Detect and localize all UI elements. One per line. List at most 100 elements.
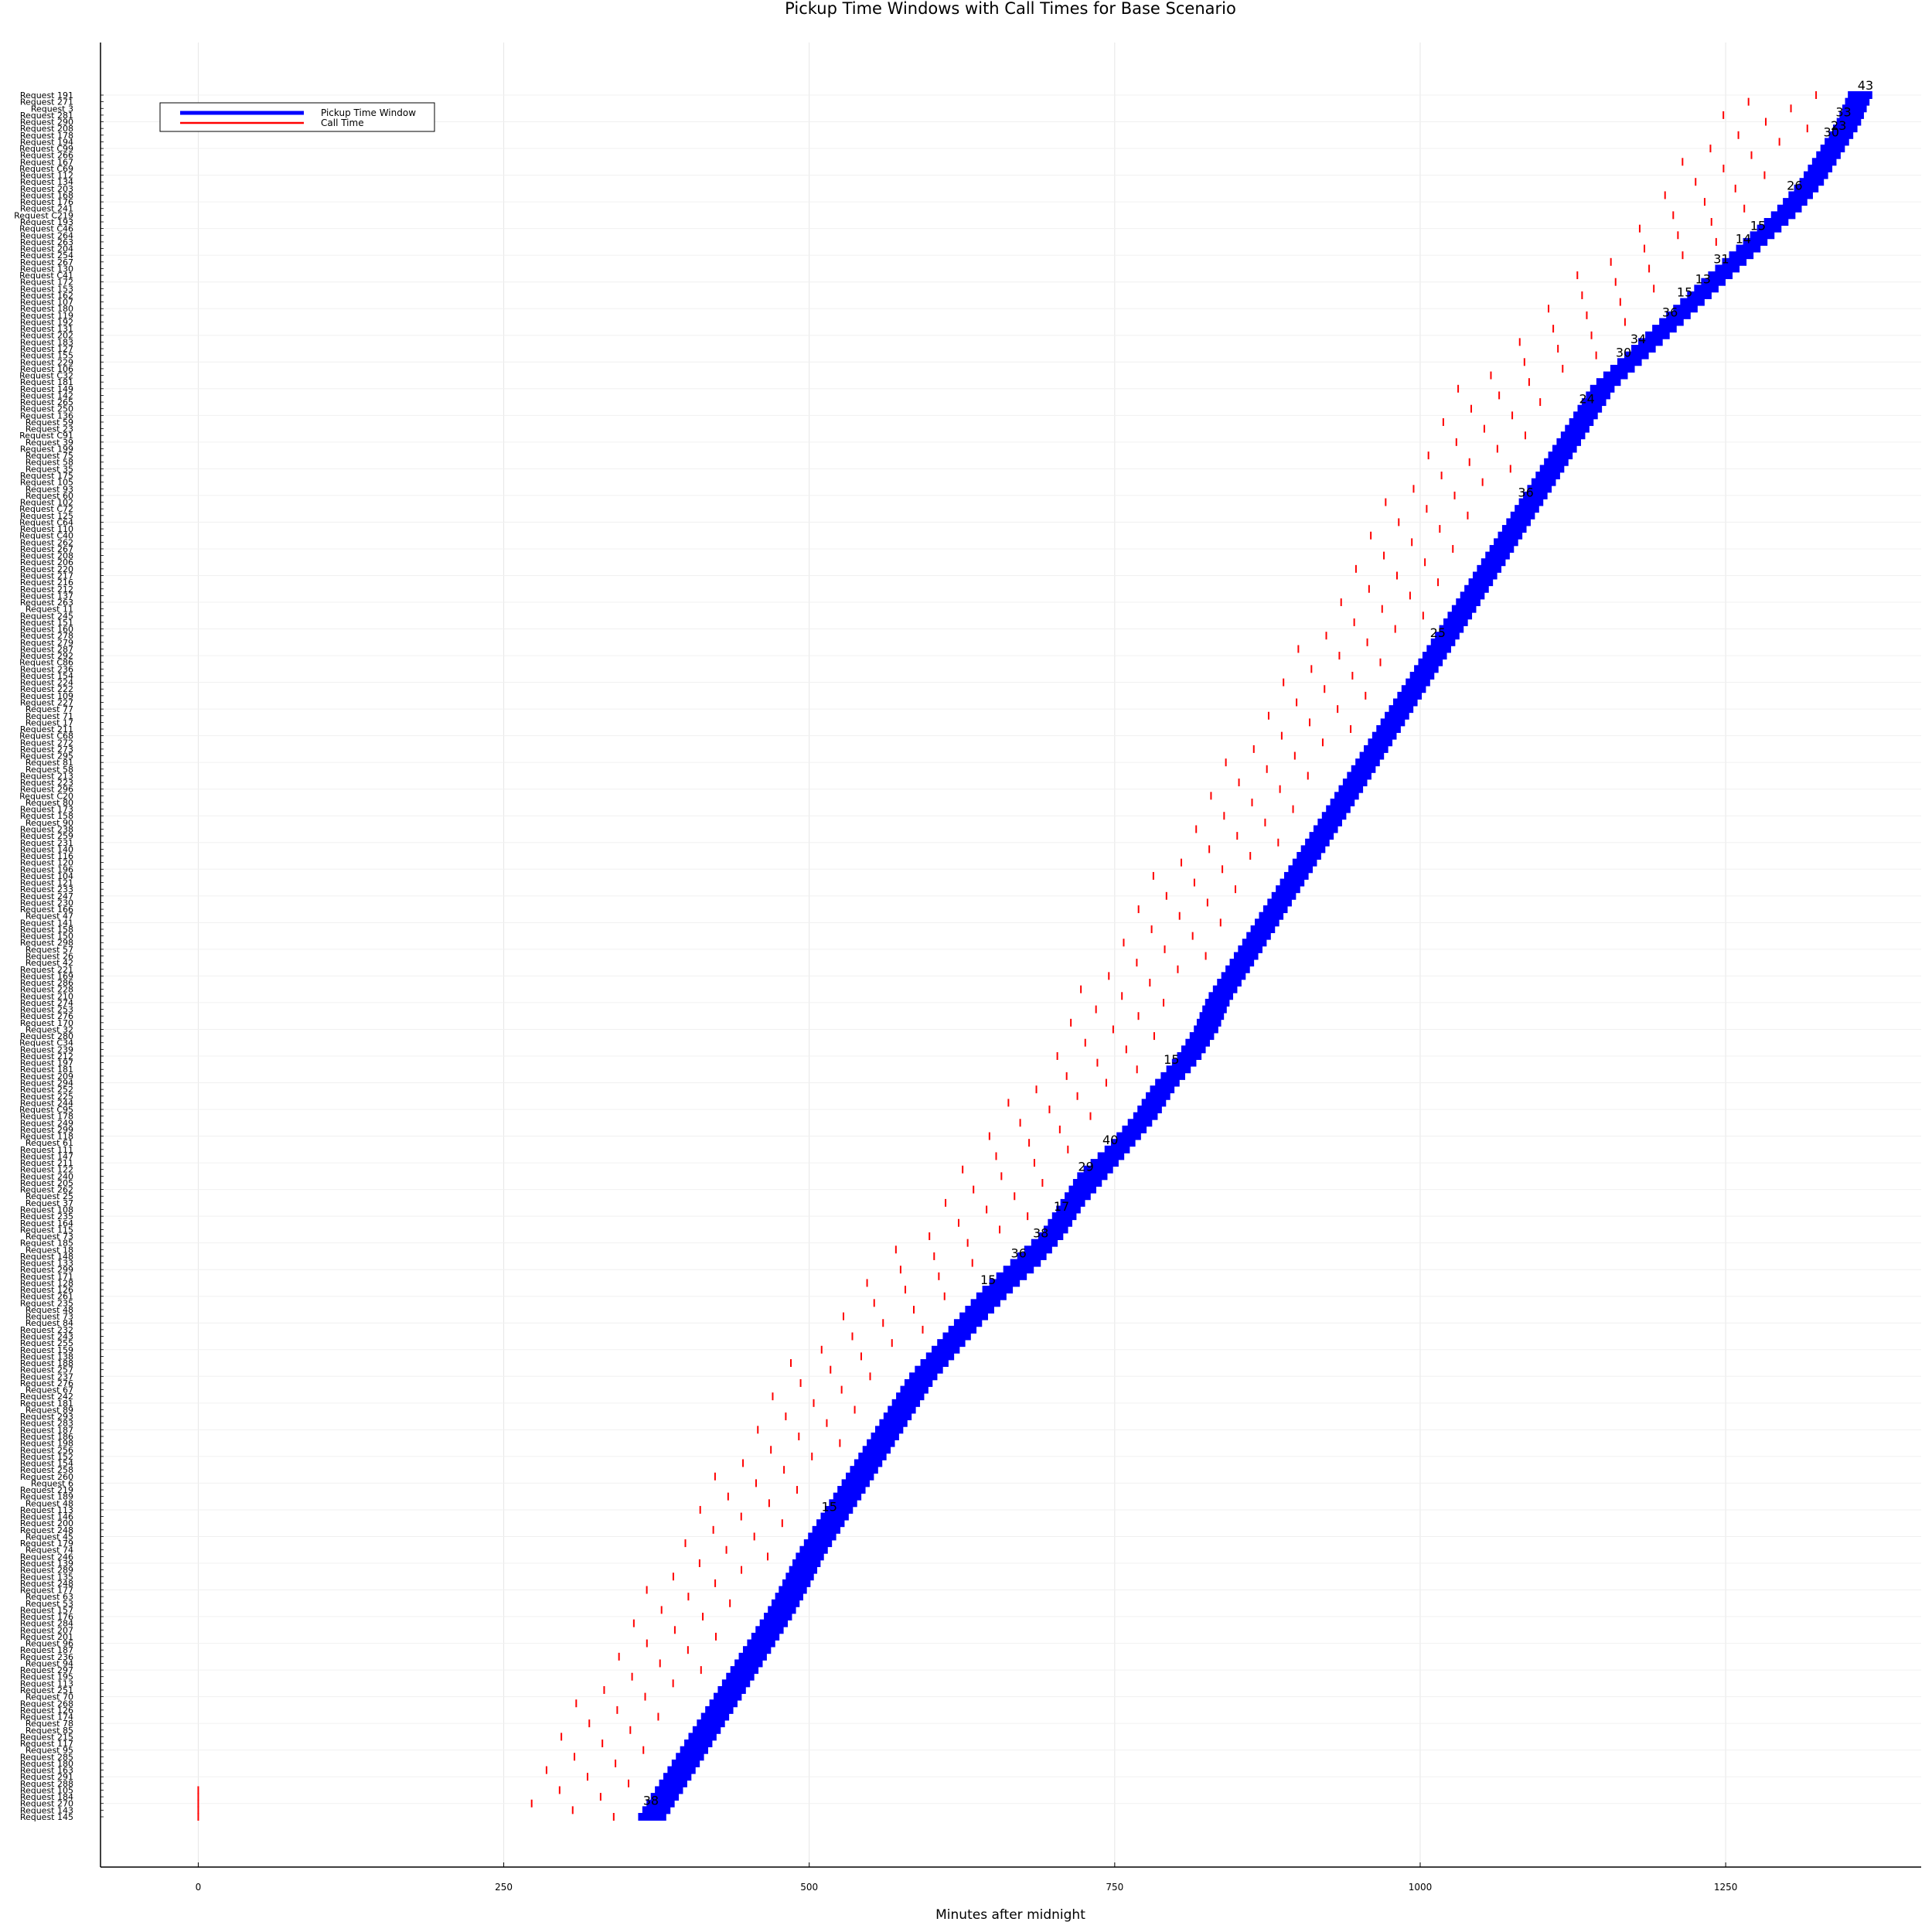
y-tick-label: Request 108 xyxy=(20,1205,73,1215)
y-tick-label: Request 126 xyxy=(20,1705,73,1716)
pickup-window-bar xyxy=(1326,805,1351,813)
y-tick-label: Request 147 xyxy=(20,1151,73,1161)
y-tick-label: Request 196 xyxy=(20,864,73,874)
pickup-window-bar xyxy=(1548,451,1573,460)
pickup-window-bar xyxy=(937,1339,966,1348)
pickup-window-bar xyxy=(1842,104,1867,113)
pickup-window-bar xyxy=(755,1626,784,1634)
y-tick-label: Request 244 xyxy=(20,1098,73,1108)
x-tick-label: 0 xyxy=(196,1882,202,1893)
y-tick-label: Request 176 xyxy=(20,1612,73,1622)
y-tick-label: Request 160 xyxy=(20,625,73,635)
pickup-window-bar xyxy=(1652,325,1677,333)
pickup-window-bar xyxy=(1300,845,1326,854)
window-count-label: 43 xyxy=(1858,78,1873,93)
pickup-window-bar xyxy=(996,1272,1027,1280)
y-tick-label: Request 159 xyxy=(20,1345,73,1355)
pickup-window-bar xyxy=(1194,1025,1218,1034)
pickup-window-bar xyxy=(1003,1266,1034,1274)
pickup-window-bar xyxy=(854,1459,883,1467)
y-tick-label: Request 154 xyxy=(20,671,73,681)
window-count-labels: 3840152524303436131423433330261531151536… xyxy=(643,78,1873,1808)
y-tick-label: Request 173 xyxy=(20,805,73,815)
y-tick-label: Request 188 xyxy=(20,1358,73,1368)
y-tick-label: Request 35 xyxy=(26,464,73,474)
pickup-window-bar xyxy=(1624,351,1649,359)
y-tick-label: Request 168 xyxy=(20,190,73,200)
y-tick-label: Request 146 xyxy=(20,1512,73,1522)
y-tick-label: Request 181 xyxy=(20,377,73,387)
y-tick-label: Request 299 xyxy=(20,1125,73,1135)
pickup-window-bar xyxy=(1560,431,1586,440)
y-tick-label: Request 276 xyxy=(20,1011,73,1021)
y-tick-label: Request 170 xyxy=(20,1018,73,1028)
pickup-window-bar xyxy=(1202,1005,1227,1014)
x-tick-label: 250 xyxy=(495,1882,513,1893)
pickup-window-bar xyxy=(1494,538,1518,547)
pickup-window-bar xyxy=(959,1312,988,1320)
y-tick-label: Request 6 xyxy=(31,1478,73,1488)
x-tick-label: 1250 xyxy=(1714,1882,1738,1893)
window-count-label: 30 xyxy=(1824,124,1839,139)
pickup-window-bar xyxy=(824,1505,854,1514)
pickup-window-bar xyxy=(1777,204,1802,213)
y-tick-label: Request 252 xyxy=(20,1085,73,1095)
pickup-window-bar xyxy=(1199,1012,1225,1021)
y-tick-label: Request 151 xyxy=(20,618,73,628)
pickup-window-bar xyxy=(820,1512,849,1521)
pickup-window-bar xyxy=(1364,745,1389,753)
y-tick-label: Request 202 xyxy=(20,331,73,341)
pickup-window-bar xyxy=(816,1519,845,1528)
y-tick-label: Request 262 xyxy=(20,1185,73,1195)
y-tick-label: Request 192 xyxy=(20,317,73,327)
pickup-window-bar xyxy=(1501,525,1527,533)
window-count-label: 15 xyxy=(822,1500,837,1515)
y-tick-label: Request 233 xyxy=(20,884,73,894)
pickup-window-bar xyxy=(1715,264,1740,273)
pickup-window-bar xyxy=(1133,1112,1158,1120)
y-tick-label: Request 247 xyxy=(20,891,73,901)
y-tick-label: Request 268 xyxy=(20,1699,73,1709)
pickup-window-bar xyxy=(841,1479,870,1487)
pickup-window-bar xyxy=(1770,211,1796,220)
y-tick-label: Request 71 xyxy=(26,711,73,721)
y-tick-label: Request 204 xyxy=(20,244,73,254)
pickup-window-bar xyxy=(771,1599,800,1607)
pickup-window-bar xyxy=(1177,1051,1202,1060)
y-tick-label: Request 289 xyxy=(20,1566,73,1576)
y-tick-label: Request 125 xyxy=(20,511,73,521)
pickup-window-bar xyxy=(717,1685,746,1694)
pickup-window-bar xyxy=(1799,178,1825,186)
y-tick-label: Request 267 xyxy=(20,257,73,267)
y-tick-label: Request 11 xyxy=(26,605,73,615)
y-tick-label: Request 117 xyxy=(20,1739,73,1749)
pickup-window-bar xyxy=(1839,111,1864,119)
pickup-window-bar xyxy=(684,1739,713,1748)
y-tick-label: Request 293 xyxy=(20,1412,73,1422)
y-tick-label: Request 273 xyxy=(20,745,73,755)
pickup-window-bar xyxy=(1527,485,1552,493)
y-tick-label: Request 48 xyxy=(26,1305,73,1315)
window-count-label: 31 xyxy=(1713,251,1729,266)
y-tick-label: Request 284 xyxy=(20,1619,73,1629)
pickup-window-bar xyxy=(1439,625,1464,633)
y-tick-label: Request 267 xyxy=(20,544,73,554)
pickup-window-bar xyxy=(1229,959,1255,967)
y-tick-label: Request 180 xyxy=(20,1759,73,1769)
pickup-window-bar xyxy=(775,1593,803,1601)
y-tick-label: Request 185 xyxy=(20,1239,73,1249)
pickup-window-bar xyxy=(709,1699,738,1708)
y-tick-label: Request 154 xyxy=(20,1459,73,1469)
pickup-window-bar xyxy=(1590,384,1615,393)
y-tick-label: Request 207 xyxy=(20,1625,73,1635)
pickup-window-bar xyxy=(667,1766,696,1774)
y-tick-label: Request 167 xyxy=(20,157,73,167)
y-tick-label: Request 217 xyxy=(20,571,73,581)
y-tick-label: Request 211 xyxy=(20,1158,73,1168)
y-tick-label: Request 191 xyxy=(20,90,73,101)
pickup-window-bar xyxy=(1297,852,1321,860)
y-tick-label: Request 189 xyxy=(20,1492,73,1502)
pickup-window-bar xyxy=(1666,311,1691,319)
y-tick-label: Request 256 xyxy=(20,1445,73,1455)
